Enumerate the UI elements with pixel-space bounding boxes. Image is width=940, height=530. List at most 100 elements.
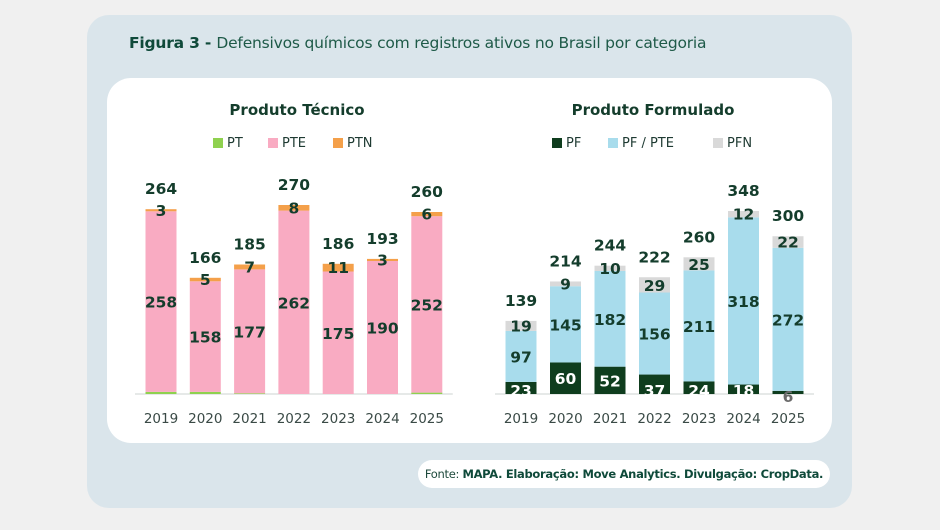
legend-label-formulado-2: PFN <box>727 136 752 151</box>
x-tick-label-tecnico-2022: 2022 <box>277 411 311 427</box>
total-label-tecnico-2021: 185 <box>233 236 265 254</box>
data-label-formulado-pfn-2025: 22 <box>777 234 799 252</box>
legend-swatch-formulado-1 <box>608 138 618 148</box>
bar-segment-formulado-pf-2024 <box>728 384 759 394</box>
data-label-formulado-pf-2020: 60 <box>555 370 577 388</box>
bar-segment-formulado-pfn-2021 <box>594 265 626 271</box>
bar-segment-formulado-pf-2020 <box>550 362 581 394</box>
data-label-tecnico-ptn-2023: 11 <box>327 259 349 277</box>
data-label-tecnico-pte-2024: 190 <box>366 320 399 338</box>
bar-segment-tecnico-pte-2025 <box>411 216 443 393</box>
bar-segment-tecnico-ptn-2019 <box>145 209 177 212</box>
data-label-tecnico-pte-2025: 252 <box>411 296 443 314</box>
bar-segment-formulado-pf-2023 <box>683 381 715 394</box>
source-prefix: Fonte: <box>424 467 463 481</box>
total-label-formulado-2020: 214 <box>549 252 582 270</box>
data-label-tecnico-pte-2023: 175 <box>322 325 354 343</box>
legend-label-tecnico-1: PTE <box>282 136 306 151</box>
total-label-tecnico-2023: 186 <box>322 235 354 253</box>
x-tick-label-formulado-2025: 2025 <box>771 411 805 427</box>
x-tick-label-formulado-2019: 2019 <box>504 411 538 427</box>
legend-label-tecnico-2: PTN <box>347 136 373 151</box>
total-label-formulado-2024: 348 <box>727 182 759 200</box>
bar-segment-formulado-pfpte-2022 <box>639 292 670 375</box>
figure-title-text: Defensivos químicos com registros ativos… <box>216 34 707 52</box>
chart-title-formulado: Produto Formulado <box>572 101 735 119</box>
bar-segment-tecnico-ptn-2022 <box>278 205 310 211</box>
data-label-tecnico-ptn-2025: 6 <box>421 206 432 224</box>
data-label-formulado-pf-2021: 52 <box>599 372 621 390</box>
bar-segment-tecnico-ptn-2024 <box>367 258 398 261</box>
data-label-formulado-pf-2024: 18 <box>733 382 755 400</box>
bar-segment-formulado-pfpte-2020 <box>550 286 581 363</box>
data-label-tecnico-ptn-2022: 8 <box>289 199 300 217</box>
bar-segment-formulado-pfn-2019 <box>505 320 537 331</box>
x-tick-label-formulado-2022: 2022 <box>637 411 671 427</box>
legend-label-tecnico-0: PT <box>227 136 243 151</box>
bar-segment-formulado-pfpte-2019 <box>505 330 537 382</box>
data-label-formulado-pfn-2019: 19 <box>510 317 532 335</box>
source-text: MAPA. Elaboração: Move Analytics. Divulg… <box>462 467 824 481</box>
data-label-tecnico-pte-2022: 262 <box>278 294 310 312</box>
bar-segment-tecnico-ptn-2023 <box>322 263 354 272</box>
figure-title: Figura 3 - Defensivos químicos com regis… <box>129 34 707 52</box>
legend-swatch-tecnico-0 <box>213 138 223 148</box>
total-label-formulado-2019: 139 <box>505 292 537 310</box>
total-label-formulado-2021: 244 <box>594 237 627 255</box>
bar-segment-formulado-pf-2021 <box>594 366 626 394</box>
bar-segment-tecnico-pte-2021 <box>234 269 266 394</box>
data-label-tecnico-ptn-2021: 7 <box>244 258 255 276</box>
x-tick-label-tecnico-2019: 2019 <box>144 411 178 427</box>
data-label-formulado-pf-2023: 24 <box>688 382 710 400</box>
x-tick-label-tecnico-2020: 2020 <box>188 411 222 427</box>
data-label-formulado-pfpte-2021: 182 <box>594 311 626 329</box>
data-label-tecnico-pte-2020: 158 <box>189 329 221 347</box>
x-tick-label-tecnico-2021: 2021 <box>232 411 266 427</box>
bar-segment-tecnico-pt-2020 <box>189 391 221 394</box>
bar-segment-formulado-pfn-2020 <box>550 281 581 287</box>
bar-segment-formulado-pfn-2025 <box>772 236 804 248</box>
bar-segment-tecnico-pte-2019 <box>145 211 177 392</box>
legend-swatch-tecnico-2 <box>333 138 343 148</box>
legend-swatch-tecnico-1 <box>268 138 278 148</box>
data-label-tecnico-ptn-2019: 3 <box>156 202 167 220</box>
bar-segment-formulado-pfpte-2024 <box>728 217 759 385</box>
bar-segment-formulado-pfn-2022 <box>639 277 670 293</box>
legend-swatch-formulado-2 <box>713 138 723 148</box>
bar-segment-tecnico-ptn-2021 <box>234 264 266 270</box>
data-label-formulado-pf-2019: 23 <box>510 382 532 400</box>
bar-segment-formulado-pfpte-2021 <box>594 270 626 367</box>
source-note: Fonte: MAPA. Elaboração: Move Analytics.… <box>418 460 830 488</box>
bar-segment-formulado-pfn-2023 <box>683 257 715 271</box>
data-label-formulado-pfpte-2025: 272 <box>772 311 804 329</box>
data-label-tecnico-ptn-2024: 3 <box>377 251 388 269</box>
x-tick-label-formulado-2021: 2021 <box>593 411 627 427</box>
data-label-formulado-pfn-2023: 25 <box>688 256 710 274</box>
total-label-tecnico-2019: 264 <box>145 180 178 198</box>
bar-segment-formulado-pfpte-2023 <box>683 270 715 382</box>
bar-segment-formulado-pf-2022 <box>639 374 670 394</box>
figure-label: Figura 3 <box>129 34 200 52</box>
data-label-formulado-pfn-2024: 12 <box>733 206 755 224</box>
legend-swatch-formulado-0 <box>552 138 562 148</box>
total-label-formulado-2023: 260 <box>683 228 716 246</box>
bar-segment-formulado-pfn-2024 <box>728 211 759 218</box>
legend-label-formulado-0: PF <box>566 136 581 151</box>
data-label-formulado-pfn-2020: 9 <box>560 275 571 293</box>
legend-label-formulado-1: PF / PTE <box>622 136 674 151</box>
x-tick-label-formulado-2020: 2020 <box>548 411 582 427</box>
data-label-formulado-pfn-2022: 29 <box>644 277 666 295</box>
data-label-formulado-pf-2025: 6 <box>783 388 794 406</box>
total-label-tecnico-2024: 193 <box>366 230 398 248</box>
bar-segment-formulado-pfpte-2025 <box>772 247 804 391</box>
data-label-formulado-pfpte-2022: 156 <box>638 326 670 344</box>
bar-segment-tecnico-pt-2025 <box>411 392 443 394</box>
data-label-formulado-pf-2022: 37 <box>644 382 666 400</box>
figure-separator: - <box>199 34 217 52</box>
x-tick-label-formulado-2023: 2023 <box>682 411 716 427</box>
data-label-formulado-pfn-2021: 10 <box>599 260 621 278</box>
total-label-formulado-2025: 300 <box>772 207 805 225</box>
bar-segment-tecnico-pte-2020 <box>189 281 221 392</box>
bar-segment-tecnico-pt-2021 <box>234 393 266 394</box>
